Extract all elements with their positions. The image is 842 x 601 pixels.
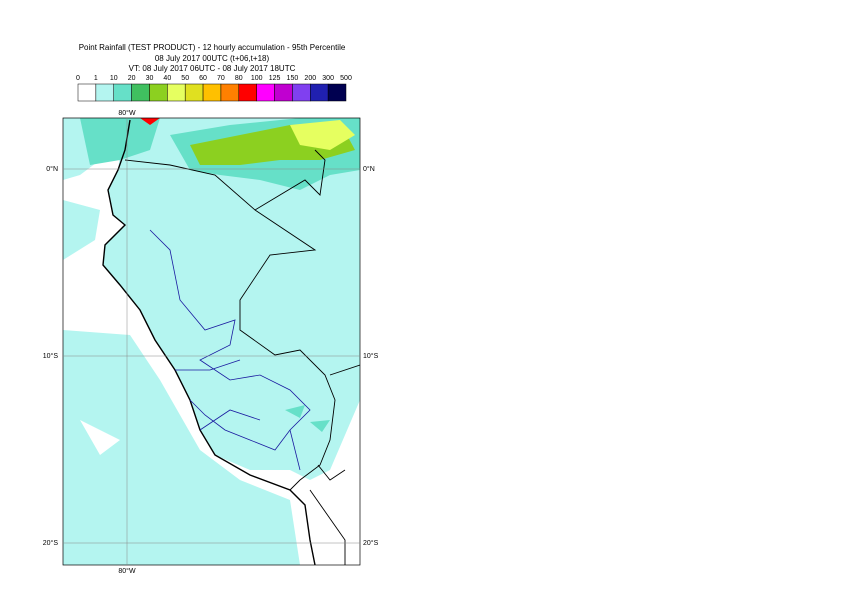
rain-area xyxy=(290,120,355,150)
legend: 0 1 10 20 30 40 50 60 70 80 100 125 150 200 300 500 xyxy=(76,75,352,102)
rain-area xyxy=(285,405,330,432)
rain-area xyxy=(63,200,100,260)
legend-swatch xyxy=(202,83,222,102)
legend-label: 1 xyxy=(94,75,98,82)
legend-label: 500 xyxy=(340,75,352,82)
legend-swatch xyxy=(274,83,293,102)
header: Point Rainfall (TEST PRODUCT) - 12 hourl… xyxy=(79,43,346,73)
legend-swatch xyxy=(95,83,114,102)
legend-swatch xyxy=(149,83,168,102)
legend-label: 70 xyxy=(217,75,225,82)
legend-label: 0 xyxy=(76,75,80,82)
legend-swatch xyxy=(184,83,204,102)
rain-area xyxy=(63,118,360,480)
title-line: 08 July 2017 00UTC (t+06,t+18) xyxy=(155,54,270,63)
legend-swatch xyxy=(77,83,97,102)
title-line: VT: 08 July 2017 06UTC - 08 July 2017 18… xyxy=(129,64,296,73)
title-line: Point Rainfall (TEST PRODUCT) - 12 hourl… xyxy=(79,43,346,52)
legend-swatch xyxy=(167,83,186,102)
map-frame xyxy=(62,117,361,566)
lat-label: 10°S xyxy=(43,352,59,360)
legend-label: 20 xyxy=(128,75,136,82)
rain-area xyxy=(63,330,300,565)
legend-label: 300 xyxy=(322,75,334,82)
lon-label: 80°W xyxy=(118,109,136,117)
legend-label: 30 xyxy=(146,75,154,82)
legend-label: 60 xyxy=(199,75,207,82)
legend-label: 150 xyxy=(287,75,299,82)
legend-label: 50 xyxy=(181,75,189,82)
legend-label: 10 xyxy=(110,75,118,82)
rain-area xyxy=(80,118,160,165)
lat-label: 10°S xyxy=(363,352,379,360)
lat-label: 0°N xyxy=(46,165,58,173)
legend-label: 200 xyxy=(304,75,316,82)
legend-swatch xyxy=(220,83,240,102)
graticule xyxy=(63,118,360,565)
graticule-labels: 80°W 80°W 0°N 0°N 10°S 10°S 20°S 20°S xyxy=(43,109,379,575)
lon-label: 80°W xyxy=(118,567,136,575)
legend-label: 80 xyxy=(235,75,243,82)
region-boundary xyxy=(149,229,311,471)
legend-swatch xyxy=(256,83,275,102)
lat-label: 20°S xyxy=(43,539,59,547)
rain-area xyxy=(140,118,160,125)
coastline xyxy=(102,119,316,565)
lat-label: 0°N xyxy=(363,165,375,173)
legend-swatch xyxy=(238,83,257,102)
border xyxy=(124,149,360,565)
legend-swatch xyxy=(327,83,347,102)
legend-swatch xyxy=(310,83,329,102)
legend-label: 40 xyxy=(163,75,171,82)
legend-swatch xyxy=(131,83,150,102)
map: 80°W 80°W 0°N 0°N 10°S 10°S 20°S 20°S xyxy=(43,109,379,575)
legend-swatch xyxy=(292,83,311,102)
legend-label: 100 xyxy=(251,75,263,82)
legend-swatch xyxy=(113,83,132,102)
lat-label: 20°S xyxy=(363,539,379,547)
legend-label: 125 xyxy=(269,75,281,82)
